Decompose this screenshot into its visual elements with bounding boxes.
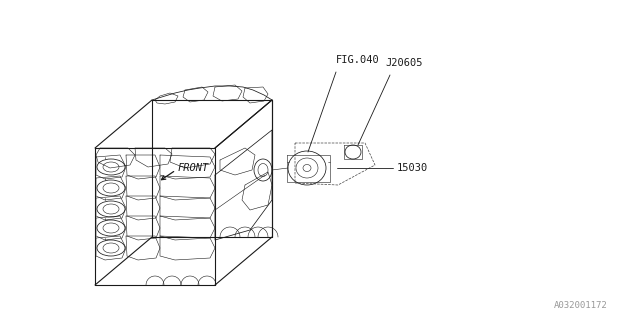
Text: FRONT: FRONT [178, 163, 209, 173]
Text: FIG.040: FIG.040 [336, 55, 380, 65]
Text: J20605: J20605 [385, 58, 422, 68]
Text: A032001172: A032001172 [554, 301, 608, 310]
Text: 15030: 15030 [397, 163, 428, 173]
